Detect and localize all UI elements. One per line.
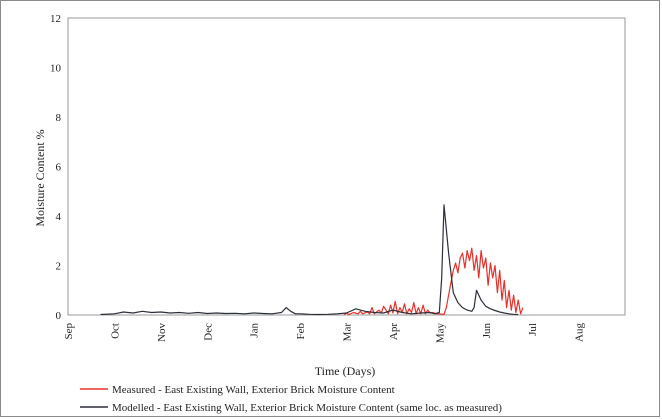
x-tick-label: Nov xyxy=(156,323,168,342)
plot-area xyxy=(67,17,626,316)
x-tick-label: May xyxy=(434,323,446,344)
x-tick-label: Apr xyxy=(388,323,400,340)
y-tick-label: 0 xyxy=(56,310,62,322)
x-axis-title: Time (Days) xyxy=(315,364,376,378)
series-line-modelled xyxy=(100,204,519,316)
y-tick-label: 12 xyxy=(50,13,61,25)
axes xyxy=(67,17,626,316)
series-line-measured xyxy=(343,247,524,316)
x-tick-label: Jan xyxy=(249,323,261,338)
tick-labels: 0 2 4 6 8 10 12 Sep Oct Nov Dec Jan Feb Mar Apr May Jun J… xyxy=(50,13,586,343)
y-tick-label: 2 xyxy=(56,261,62,273)
y-tick-label: 10 xyxy=(50,63,62,75)
y-tick-label: 4 xyxy=(56,211,62,223)
x-tick-label: Jun xyxy=(481,323,493,339)
x-tick-label: Oct xyxy=(109,323,121,339)
legend-label-measured: Measured - East Existing Wall, Exterior … xyxy=(112,384,395,396)
x-tick-label: Mar xyxy=(342,323,354,342)
x-tick-label: Jul xyxy=(527,323,539,336)
legend-label-modelled: Modelled - East Existing Wall, Exterior … xyxy=(112,402,502,414)
y-tick-label: 6 xyxy=(56,162,62,174)
legend: Measured - East Existing Wall, Exterior … xyxy=(80,384,502,414)
y-tick-label: 8 xyxy=(56,112,62,124)
y-axis-title: Moisture Content % xyxy=(33,129,47,226)
x-tick-label: Feb xyxy=(295,323,307,340)
x-tick-label: Sep xyxy=(63,323,75,340)
x-tick-label: Dec xyxy=(202,323,214,341)
x-tick-label: Aug xyxy=(574,323,586,342)
series-layer xyxy=(100,204,524,316)
